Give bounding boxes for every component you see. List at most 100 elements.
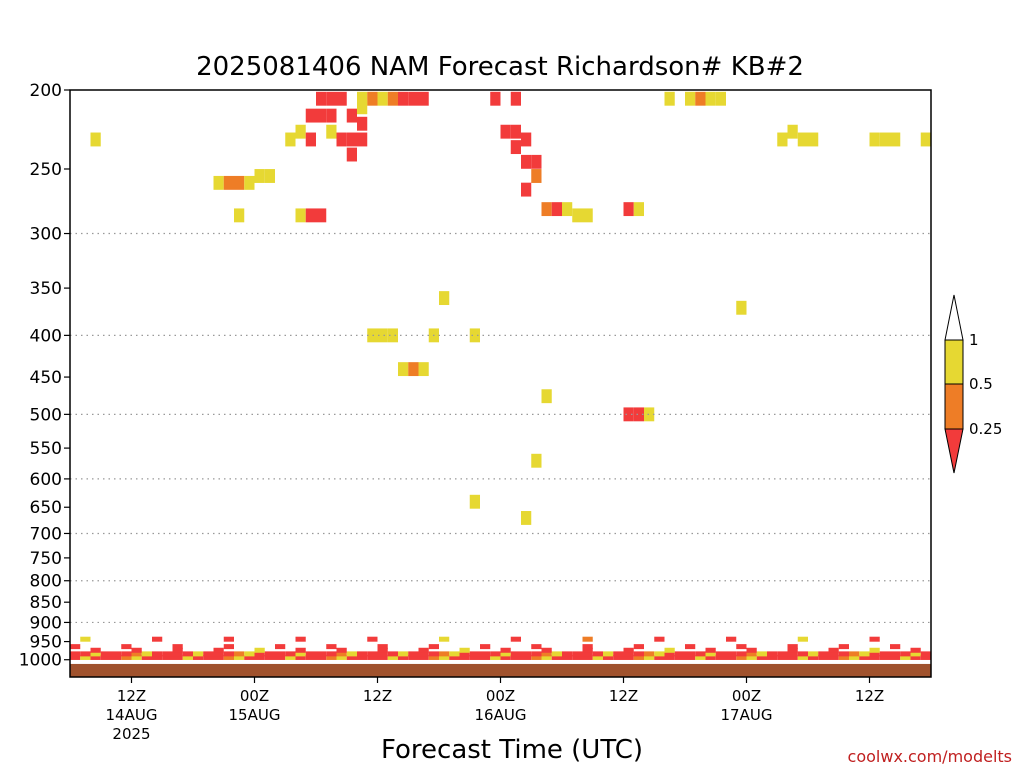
data-cell [326, 108, 337, 123]
boundary-layer-cell [654, 654, 665, 660]
boundary-layer-cell [172, 644, 183, 650]
boundary-layer-cell [787, 644, 798, 650]
data-cell [367, 328, 378, 343]
boundary-layer-cell [131, 651, 142, 657]
boundary-layer-cell [275, 644, 286, 650]
boundary-layer-cell [849, 654, 860, 660]
boundary-layer-cell [285, 654, 296, 660]
boundary-layer-cell [746, 647, 757, 653]
boundary-layer-cell [818, 654, 829, 660]
boundary-layer-cell [715, 654, 726, 660]
data-cell [685, 91, 696, 106]
data-cell [890, 132, 901, 147]
boundary-layer-cell [685, 644, 696, 650]
boundary-layer-cell [264, 654, 275, 660]
boundary-layer-cell [510, 654, 521, 660]
boundary-layer-cell [838, 651, 849, 657]
data-cells [70, 91, 931, 677]
colorbar-segment [944, 383, 964, 430]
boundary-layer-cell [418, 651, 429, 657]
data-cell [408, 362, 419, 377]
boundary-layer-cell [305, 654, 316, 660]
boundary-layer-cell [141, 654, 152, 660]
boundary-layer-cell [510, 651, 521, 657]
boundary-layer-cell [377, 647, 388, 653]
data-cell [510, 140, 521, 155]
boundary-layer-cell [398, 654, 409, 660]
boundary-layer-cell [726, 651, 737, 657]
boundary-layer-cell [100, 654, 111, 660]
boundary-layer-cell [736, 654, 747, 660]
boundary-layer-cell [797, 636, 808, 642]
data-cell [623, 202, 634, 217]
data-cell [346, 132, 357, 147]
boundary-layer-cell [500, 647, 511, 653]
boundary-layer-cell [787, 651, 798, 657]
boundary-layer-cell [746, 654, 757, 660]
y-tick-label: 650 [30, 498, 62, 518]
x-axis-label: Forecast Time (UTC) [381, 735, 643, 765]
boundary-layer-cell [346, 654, 357, 660]
boundary-layer-cell [890, 654, 901, 660]
data-cell [213, 175, 224, 190]
data-cell [808, 132, 819, 147]
data-cell [90, 132, 101, 147]
boundary-layer-cell [828, 647, 839, 653]
boundary-layer-cell [193, 654, 204, 660]
boundary-layer-cell [654, 651, 665, 657]
data-cell [357, 100, 368, 115]
boundary-layer-cell [172, 647, 183, 653]
boundary-layer-cell [767, 651, 778, 657]
data-cell [510, 124, 521, 139]
boundary-layer-cell [439, 654, 450, 660]
boundary-layer-cell [890, 651, 901, 657]
boundary-layer-cell [849, 651, 860, 657]
boundary-layer-cell [264, 651, 275, 657]
boundary-layer-cell [551, 654, 562, 660]
data-cell [869, 132, 880, 147]
boundary-layer-cell [541, 654, 552, 660]
boundary-layer-cell [869, 651, 880, 657]
data-cell [234, 175, 245, 190]
boundary-layer-cell [664, 651, 675, 657]
boundary-layer-cell [377, 654, 388, 660]
boundary-layer-cell [623, 647, 634, 653]
boundary-layer-cell [377, 651, 388, 657]
boundary-layer-cell [336, 647, 347, 653]
y-tick-label: 750 [30, 549, 62, 569]
boundary-layer-cell [70, 651, 81, 657]
data-cell [295, 124, 306, 139]
boundary-layer-cell [121, 654, 132, 660]
data-cell [531, 154, 542, 169]
y-tick-label: 200 [30, 81, 62, 101]
boundary-layer-cell [254, 651, 265, 657]
boundary-layer-cell [490, 654, 501, 660]
data-cell [541, 389, 552, 404]
boundary-layer-cell [797, 651, 808, 657]
boundary-layer-cell [756, 654, 767, 660]
boundary-layer-cell [664, 654, 675, 660]
data-cell [736, 300, 747, 315]
boundary-layer-cell [213, 647, 224, 653]
data-cell [387, 91, 398, 106]
boundary-layer-cell [541, 647, 552, 653]
boundary-layer-cell [808, 651, 819, 657]
boundary-layer-cell [715, 651, 726, 657]
boundary-layer-cell [285, 651, 296, 657]
boundary-layer-cell [787, 647, 798, 653]
boundary-layer-cell [531, 651, 542, 657]
boundary-layer-cell [726, 654, 737, 660]
boundary-layer-cell [254, 647, 265, 653]
data-cell [408, 91, 419, 106]
y-tick-label: 500 [30, 405, 62, 425]
boundary-layer-cell [879, 654, 890, 660]
boundary-layer-cell [295, 647, 306, 653]
x-tick-date: 17AUG [721, 706, 773, 724]
boundary-layer-cell [213, 651, 224, 657]
data-cell [797, 132, 808, 147]
boundary-layer-cell [121, 644, 132, 650]
boundary-layer-cell [121, 651, 132, 657]
data-cell [377, 91, 388, 106]
boundary-layer-cell [203, 651, 214, 657]
